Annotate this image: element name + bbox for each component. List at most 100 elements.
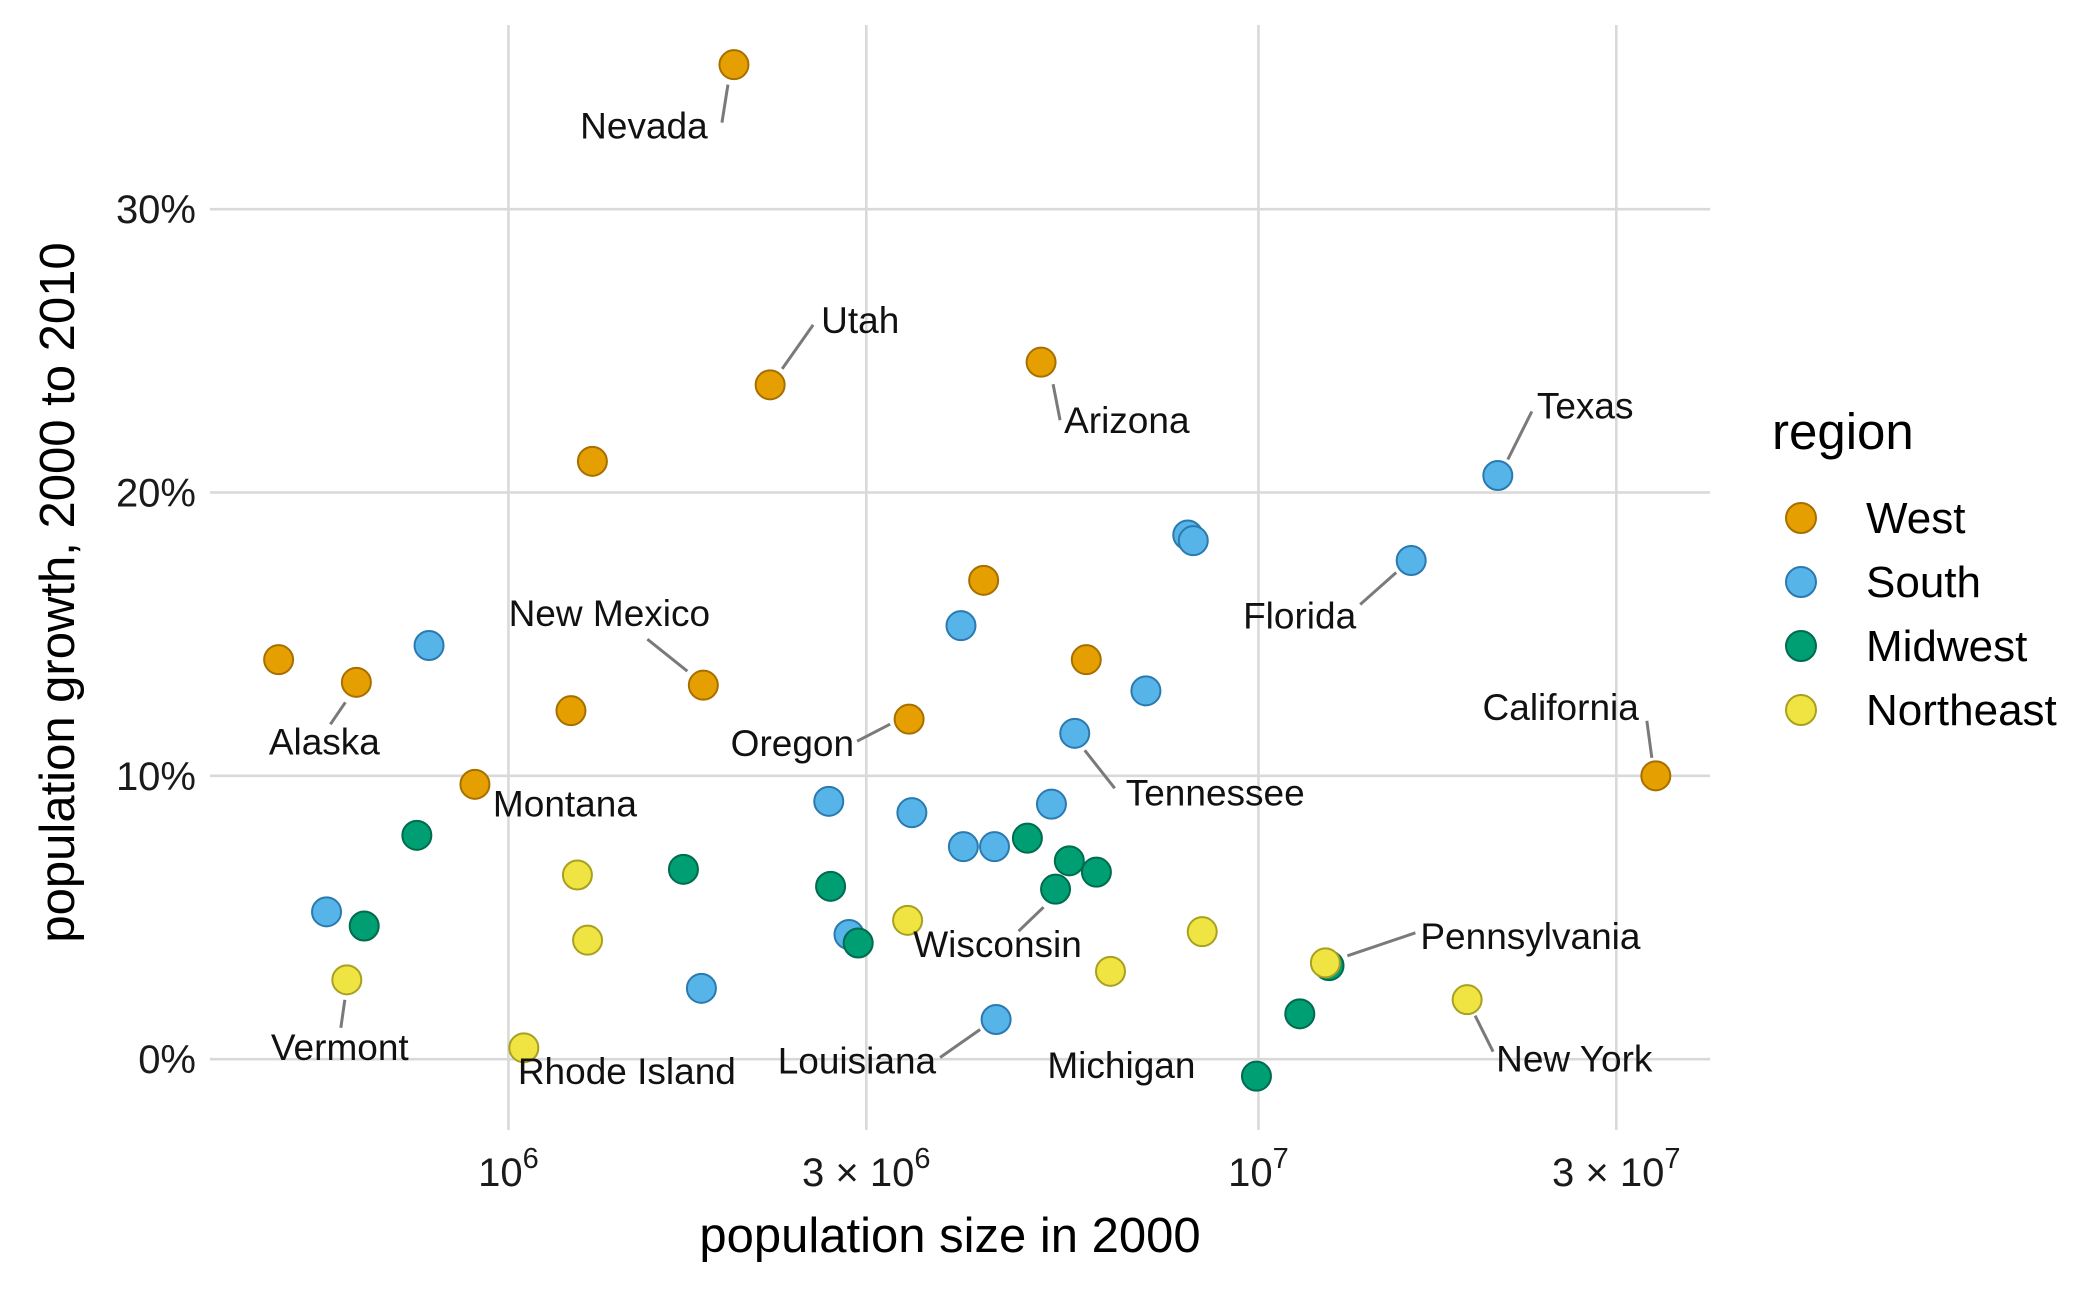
point-label: Rhode Island [518, 1051, 736, 1092]
data-point-south [413, 630, 445, 661]
data-point-south [1395, 545, 1427, 576]
y-tick-label: 30% [116, 188, 196, 232]
point-label: Louisiana [778, 1041, 937, 1082]
point-label: Utah [821, 300, 899, 341]
point-label: California [1483, 687, 1640, 728]
legend-key-northeast [1785, 694, 1817, 726]
point-label: New York [1496, 1039, 1653, 1080]
data-point-south [980, 1004, 1012, 1035]
label-leader-line [646, 637, 689, 673]
point-label: New Mexico [509, 593, 711, 634]
point-label: Texas [1537, 386, 1634, 427]
legend-key-west [1785, 502, 1817, 534]
data-point-south [1059, 717, 1091, 749]
x-tick-label: 106 [478, 1143, 539, 1195]
label-leader-line [1359, 571, 1398, 606]
data-point-west [1025, 346, 1057, 378]
data-point-northeast [1451, 984, 1483, 1016]
data-point-west [968, 564, 1000, 596]
data-point-northeast [1186, 916, 1218, 948]
x-tick-base: 10 [1228, 1151, 1273, 1195]
x-axis-title: population size in 2000 [699, 1209, 1200, 1263]
x-tick-exponent: 6 [914, 1143, 930, 1175]
point-label: Vermont [271, 1027, 410, 1068]
data-point-west [687, 669, 719, 701]
data-point-south [685, 972, 717, 1004]
y-tick-label: 0% [138, 1038, 196, 1082]
data-point-northeast [572, 924, 604, 956]
label-leader-line [339, 999, 347, 1029]
label-leader-line [1473, 1014, 1495, 1053]
legend-label: Northeast [1866, 686, 2057, 735]
data-point-northeast [1309, 947, 1341, 979]
data-point-west [893, 703, 925, 735]
data-point-west [576, 445, 608, 477]
data-point-south [1130, 675, 1162, 707]
data-point-south [1177, 525, 1209, 557]
data-point-west [555, 695, 587, 727]
data-point-midwest [842, 927, 874, 959]
data-point-west [263, 644, 295, 676]
x-tick-label: 107 [1228, 1143, 1289, 1195]
data-point-northeast [508, 1032, 540, 1064]
y-tick-label: 10% [116, 755, 196, 799]
data-point-west [459, 768, 491, 800]
data-point-northeast [561, 859, 593, 891]
label-leader-line [780, 323, 815, 370]
x-tick-base: 10 [478, 1151, 523, 1195]
data-point-midwest [667, 853, 699, 885]
data-point-south [311, 896, 343, 928]
label-leader-line [939, 1028, 981, 1059]
data-point-west [340, 666, 372, 698]
label-leaders [329, 84, 1654, 1059]
data-point-west [1070, 644, 1102, 676]
label-leader-line [1017, 906, 1045, 933]
legend-key-south [1785, 566, 1817, 598]
label-leader-line [329, 701, 347, 726]
point-label: Arizona [1064, 400, 1190, 441]
legend-label: West [1866, 494, 1965, 543]
label-leader-line [1645, 720, 1654, 759]
x-tick-exponent: 7 [1664, 1143, 1680, 1175]
data-point-midwest [401, 819, 433, 851]
data-point-west [1640, 760, 1672, 792]
point-label: Nevada [580, 106, 708, 147]
data-point-midwest [1011, 822, 1043, 854]
legend: region West South Midwest Northeast [1772, 403, 2057, 735]
legend-key-midwest [1785, 630, 1817, 662]
data-point-south [945, 610, 977, 642]
point-label: Alaska [269, 721, 380, 762]
data-point-south [1482, 460, 1514, 491]
point-labels: Nevada Utah Arizona Alaska New Mexico Oregon M… [269, 106, 1653, 1092]
point-label: Pennsylvania [1420, 916, 1641, 957]
data-points [263, 49, 1672, 1092]
label-leader-line [1051, 383, 1062, 421]
point-label: Tennessee [1126, 772, 1305, 813]
x-tick-label: 3 × 106 [802, 1143, 930, 1195]
y-axis-title: population growth, 2000 to 2010 [31, 242, 85, 942]
data-point-midwest [1240, 1060, 1272, 1092]
data-point-northeast [331, 964, 363, 996]
data-point-northeast [1094, 955, 1126, 987]
data-point-midwest [1053, 845, 1085, 877]
data-point-south [1035, 788, 1067, 820]
x-tick-exponent: 7 [1273, 1143, 1289, 1175]
point-label: Wisconsin [913, 924, 1082, 965]
x-tick-label: 3 × 107 [1552, 1143, 1680, 1195]
x-tick-exponent: 6 [523, 1143, 539, 1175]
label-leader-line [856, 722, 891, 743]
label-leader-line [1506, 410, 1534, 461]
legend-label: Midwest [1866, 622, 2027, 671]
data-point-midwest [1284, 998, 1316, 1030]
data-point-midwest [1080, 856, 1112, 888]
data-point-midwest [348, 910, 380, 942]
label-leader-line [1083, 749, 1116, 790]
data-point-west [754, 369, 786, 401]
data-point-midwest [1040, 873, 1072, 905]
y-tick-label: 20% [116, 472, 196, 516]
label-leader-line [720, 84, 730, 123]
point-label: Florida [1243, 596, 1357, 637]
x-tick-base: 3 × 10 [1552, 1151, 1664, 1195]
point-label: Oregon [731, 723, 854, 764]
label-leader-line [1346, 931, 1416, 958]
